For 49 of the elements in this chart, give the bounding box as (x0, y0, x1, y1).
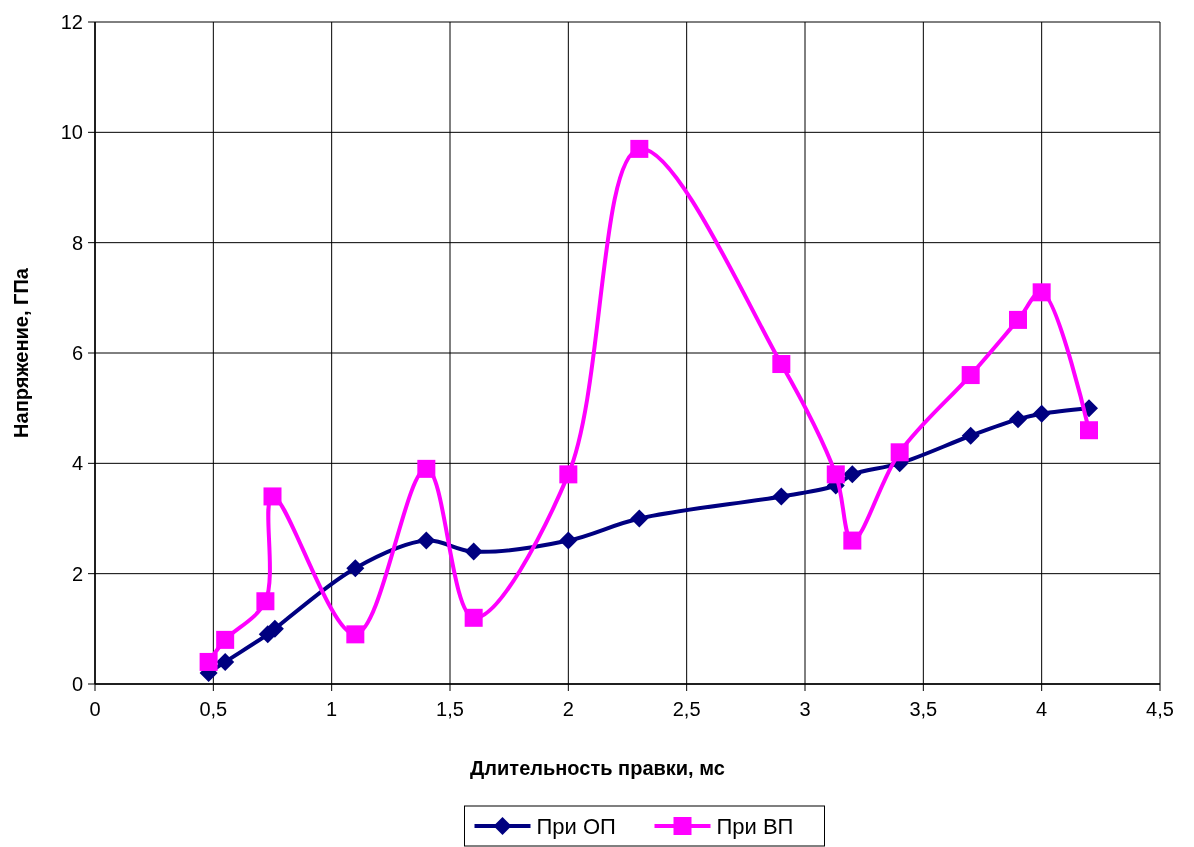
point (772, 487, 791, 506)
point (1032, 283, 1051, 302)
x-tick-label: 1,5 (436, 698, 464, 720)
y-tick-label: 0 (71, 673, 83, 695)
point (216, 630, 235, 649)
point (1080, 421, 1098, 440)
point (256, 592, 275, 611)
x-tick-label: 0,5 (199, 698, 228, 720)
point (843, 465, 862, 484)
point (263, 487, 282, 506)
y-tick-label: 8 (71, 231, 83, 254)
point (464, 608, 483, 627)
point (346, 559, 365, 578)
point (346, 625, 365, 644)
point (464, 542, 483, 561)
point (417, 459, 436, 478)
point (199, 652, 218, 671)
point (1009, 410, 1027, 429)
point (559, 465, 578, 484)
x-tick-label: 3,5 (909, 698, 938, 720)
point (772, 355, 791, 374)
x-tick-label: 4 (1036, 698, 1048, 720)
y-tick-label: 12 (60, 11, 83, 33)
legend-label: При ОП (536, 814, 616, 839)
point (1032, 404, 1051, 423)
y-axis-title: Напряжение, ГПа (10, 267, 32, 438)
point (961, 426, 980, 445)
y-tick-label: 4 (71, 452, 83, 475)
point (630, 509, 649, 528)
point (890, 443, 909, 462)
x-tick-label: 1 (326, 698, 338, 720)
point (417, 531, 436, 550)
x-tick-label: 2,5 (672, 698, 701, 720)
x-tick-label: 2 (562, 698, 574, 720)
x-tick-label: 0 (89, 698, 101, 720)
legend-label: При ВП (716, 814, 794, 839)
x-axis-title: Длительность правки, мс (470, 757, 725, 779)
point (826, 465, 845, 484)
point (843, 531, 862, 550)
point (216, 652, 235, 671)
x-tick-label: 4,5 (1146, 698, 1174, 720)
y-tick-label: 10 (60, 121, 83, 144)
x-tick-label: 3 (799, 698, 811, 720)
point (559, 531, 578, 550)
y-tick-label: 2 (71, 562, 83, 585)
point (1009, 310, 1027, 329)
point (630, 139, 649, 158)
point (961, 366, 980, 385)
y-tick-label: 6 (71, 342, 83, 364)
